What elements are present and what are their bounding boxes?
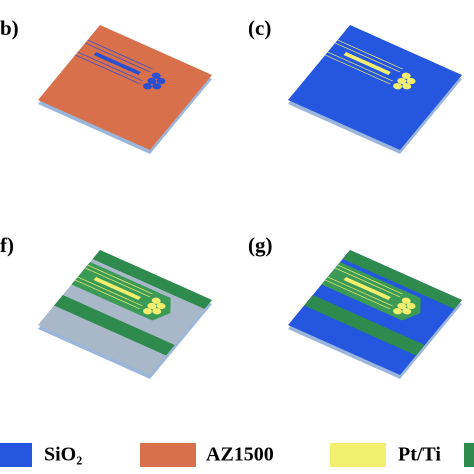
plate	[37, 25, 213, 150]
traces	[74, 39, 153, 85]
pads	[393, 72, 416, 90]
legend-swatch	[140, 443, 196, 467]
panel-label: f)	[0, 233, 14, 257]
legend-swatch	[464, 443, 474, 467]
panel-label: (c)	[248, 16, 271, 40]
traces	[324, 264, 403, 310]
panel-f: f)	[0, 233, 213, 379]
electrode	[343, 52, 391, 75]
panel-g: (g)	[248, 233, 463, 379]
plate	[287, 25, 463, 150]
legend-label: AZ1500	[206, 444, 274, 466]
legend-swatch	[330, 443, 386, 467]
legend-swatch	[0, 443, 32, 467]
electrode	[93, 52, 141, 75]
pads	[143, 297, 166, 315]
panel-label: b)	[0, 16, 19, 40]
panel-c: (c)	[248, 16, 463, 154]
stripe	[342, 250, 463, 309]
pads	[143, 72, 166, 90]
stripe	[304, 295, 425, 356]
stripe	[92, 250, 213, 309]
legend-label: SiO₂	[44, 444, 82, 466]
legend-label: Pt/Ti	[398, 444, 441, 466]
panel-b: b)	[0, 16, 213, 154]
legend: SiO₂ AZ1500 Pt/Ti	[0, 443, 474, 467]
panel-label: (g)	[248, 233, 273, 257]
electrode	[93, 277, 141, 300]
traces	[74, 264, 153, 310]
traces	[324, 39, 403, 85]
stripe	[54, 295, 175, 356]
electrode	[343, 277, 391, 300]
pads	[393, 297, 416, 315]
